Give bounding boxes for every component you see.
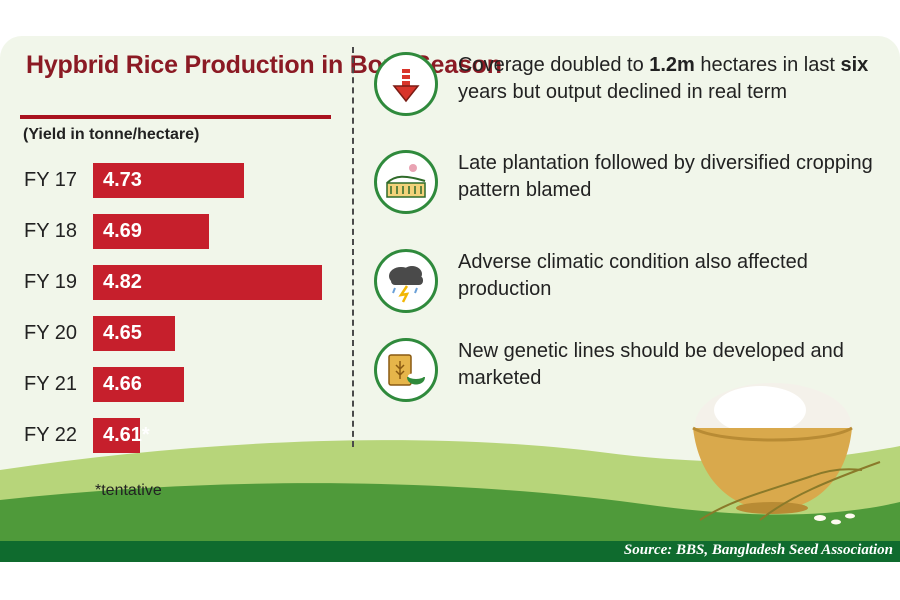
chart-footnote: *tentative bbox=[95, 482, 162, 499]
value-label: 4.82 bbox=[103, 271, 142, 293]
point-text: New genetic lines should be developed an… bbox=[458, 338, 898, 392]
category-label: FY 22 bbox=[24, 424, 77, 446]
category-label: FY 18 bbox=[24, 220, 77, 242]
rice-grains bbox=[814, 513, 855, 525]
text-segment: Coverage doubled to bbox=[458, 54, 650, 76]
value-label: 4.73 bbox=[103, 169, 142, 191]
column-divider bbox=[352, 47, 354, 447]
title-underline bbox=[20, 115, 331, 119]
category-label: FY 17 bbox=[24, 169, 77, 191]
storm-cloud-icon bbox=[374, 249, 438, 313]
bar bbox=[93, 367, 184, 402]
point-text: Late plantation followed by diversified … bbox=[458, 150, 898, 204]
crop-field-icon bbox=[374, 150, 438, 214]
text-segment: Late plantation followed by diversified … bbox=[458, 152, 873, 201]
point-text: Coverage doubled to 1.2m hectares in las… bbox=[458, 52, 898, 106]
value-label: 4.66 bbox=[103, 373, 142, 395]
text-segment: years but output declined in real term bbox=[458, 81, 788, 103]
point-text: Adverse climatic condition also affected… bbox=[458, 249, 898, 303]
chart-subtitle: (Yield in tonne/hectare) bbox=[23, 126, 200, 143]
value-label: 4.69 bbox=[103, 220, 142, 242]
value-label: 4.65 bbox=[103, 322, 142, 344]
rice-stalk bbox=[699, 461, 881, 521]
category-label: FY 21 bbox=[24, 373, 77, 395]
rice-sack-icon bbox=[374, 338, 438, 402]
source-bar: Source: BBS, Bangladesh Seed Association bbox=[0, 541, 900, 562]
down-arrow-icon bbox=[374, 52, 438, 116]
bar bbox=[93, 418, 141, 453]
bar bbox=[93, 265, 322, 300]
value-label: 4.61* bbox=[103, 424, 150, 446]
text-segment: hectares in last bbox=[694, 54, 841, 76]
source-text: Source: BBS, Bangladesh Seed Association bbox=[623, 542, 893, 558]
category-label: FY 20 bbox=[24, 322, 77, 344]
bar bbox=[93, 163, 244, 198]
front-hill bbox=[0, 483, 900, 541]
text-segment: New genetic lines should be developed an… bbox=[458, 340, 844, 389]
highlight-text: 1.2m bbox=[649, 54, 695, 76]
bar bbox=[93, 316, 175, 351]
bar bbox=[93, 214, 210, 249]
category-label: FY 19 bbox=[24, 271, 77, 293]
text-segment: Adverse climatic condition also affected… bbox=[458, 251, 808, 300]
highlight-text: six bbox=[840, 54, 869, 76]
